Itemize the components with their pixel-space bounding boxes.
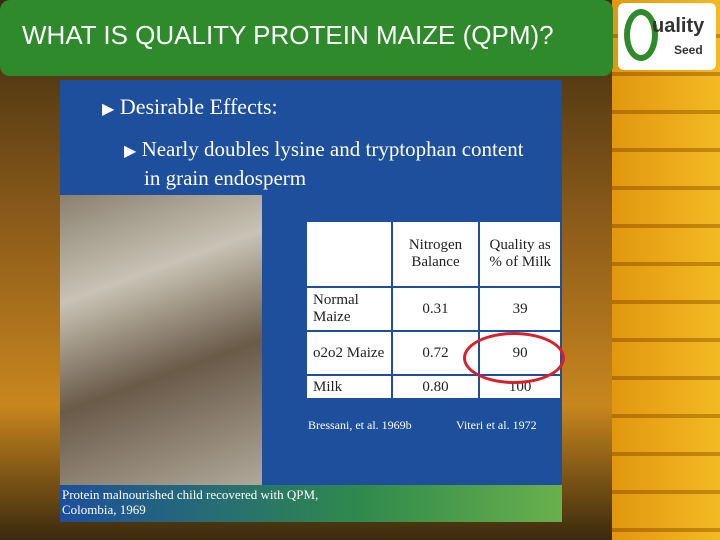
sub-bullet: ▶ Nearly doubles lysine and tryptophan c… xyxy=(124,137,524,190)
content-panel: ▶ Desirable Effects: ▶ Nearly doubles ly… xyxy=(60,80,565,522)
corn-image xyxy=(612,0,720,540)
logo-mark xyxy=(624,9,658,61)
logo: uality Seed xyxy=(618,3,716,70)
row-label: Milk xyxy=(305,374,393,400)
row-label: Normal Maize xyxy=(305,286,393,332)
table-cell: 39 xyxy=(478,286,562,332)
table-cell: 0.80 xyxy=(390,374,481,400)
column-header: Nitrogen Balance xyxy=(390,220,481,288)
slide-title: WHAT IS QUALITY PROTEIN MAIZE (QPM)? xyxy=(22,20,554,50)
title-bar: WHAT IS QUALITY PROTEIN MAIZE (QPM)? xyxy=(0,0,613,76)
citation: Viteri et al. 1972 xyxy=(456,418,537,432)
bullet-text: Nearly doubles lysine and tryptophan con… xyxy=(141,137,524,190)
logo-brand: uality xyxy=(652,15,705,37)
photo-caption: Protein malnourished child recovered wit… xyxy=(62,487,319,517)
header-row: Nitrogen Balance Quality as % of Milk xyxy=(305,220,562,288)
row-label: o2o2 Maize xyxy=(305,330,393,376)
photo xyxy=(60,195,262,485)
table-cell: 0.31 xyxy=(390,286,481,332)
bullet-text: Desirable Effects: xyxy=(119,94,278,119)
column-header: Quality as % of Milk xyxy=(478,220,562,288)
highlight-ellipse xyxy=(463,332,565,384)
caption-strip xyxy=(60,485,562,522)
logo-sub: Seed xyxy=(674,43,703,57)
corner-cell xyxy=(305,220,393,288)
table-row: Normal Maize 0.31 39 xyxy=(305,286,562,332)
citation: Bressani, et al. 1969b xyxy=(308,418,412,432)
bullet: ▶ Desirable Effects: xyxy=(102,94,278,119)
